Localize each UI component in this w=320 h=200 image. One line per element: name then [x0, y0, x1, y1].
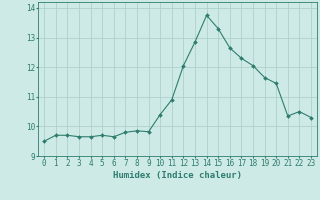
X-axis label: Humidex (Indice chaleur): Humidex (Indice chaleur): [113, 171, 242, 180]
